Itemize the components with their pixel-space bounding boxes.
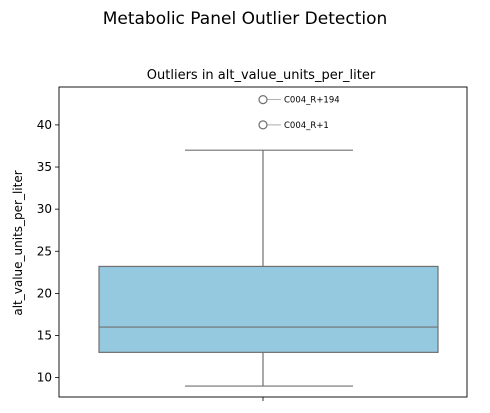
y-tick-label: 35 (37, 160, 52, 174)
chart-title: Outliers in alt_value_units_per_liter (147, 68, 376, 83)
y-tick-label: 25 (37, 244, 52, 258)
outlier-label: C004_R+194 (284, 96, 340, 106)
y-tick-label: 10 (37, 371, 52, 385)
figure-suptitle: Metabolic Panel Outlier Detection (103, 9, 388, 29)
outlier-point (258, 120, 268, 130)
y-axis-label: alt_value_units_per_liter (11, 170, 25, 315)
y-tick-label: 15 (37, 329, 52, 343)
outlier-point (258, 95, 268, 105)
axes-frame (58, 86, 468, 398)
y-tick-label: 20 (37, 286, 52, 300)
y-tick-label: 40 (37, 118, 52, 132)
box-iqr (98, 265, 439, 353)
y-tick-label: 30 (37, 202, 52, 216)
outlier-label: C004_R+1 (284, 121, 329, 131)
plot-area: C004_R+194 C004_R+1 10 15 20 25 30 35 40 (37, 86, 468, 401)
